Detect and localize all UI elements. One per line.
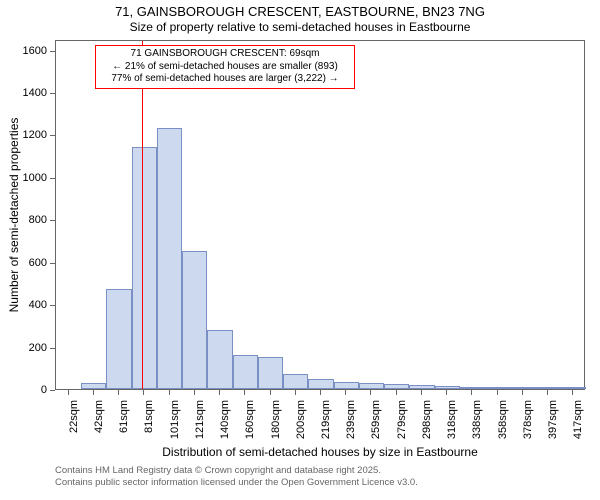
- x-tick-mark: [396, 390, 397, 395]
- attribution-line1: Contains HM Land Registry data © Crown c…: [55, 465, 418, 477]
- y-tick-mark: [50, 348, 55, 349]
- x-tick-label: 140sqm: [219, 400, 231, 450]
- x-tick-mark: [270, 390, 271, 395]
- y-tick-mark: [50, 178, 55, 179]
- x-tick-mark: [547, 390, 548, 395]
- y-tick-label: 0: [0, 384, 47, 396]
- chart-title-line2: Size of property relative to semi-detach…: [0, 20, 600, 34]
- y-tick-mark: [50, 390, 55, 391]
- histogram-bar: [81, 383, 106, 389]
- histogram-bar: [308, 379, 333, 389]
- x-tick-mark: [572, 390, 573, 395]
- y-tick-mark: [50, 305, 55, 306]
- histogram-bar: [207, 330, 232, 389]
- x-tick-mark: [219, 390, 220, 395]
- x-tick-label: 338sqm: [471, 400, 483, 450]
- histogram-bar: [106, 289, 131, 389]
- x-tick-mark: [320, 390, 321, 395]
- plot-area: [55, 40, 585, 390]
- y-tick-mark: [50, 263, 55, 264]
- x-tick-label: 22sqm: [68, 400, 80, 450]
- x-tick-mark: [471, 390, 472, 395]
- histogram-bar: [258, 357, 283, 389]
- x-tick-mark: [446, 390, 447, 395]
- histogram-bar: [435, 386, 460, 389]
- x-tick-mark: [68, 390, 69, 395]
- x-tick-label: 61sqm: [118, 400, 130, 450]
- annotation-box: 71 GAINSBOROUGH CRESCENT: 69sqm ← 21% of…: [95, 45, 355, 89]
- x-tick-label: 397sqm: [547, 400, 559, 450]
- x-tick-mark: [118, 390, 119, 395]
- x-tick-mark: [370, 390, 371, 395]
- x-tick-mark: [93, 390, 94, 395]
- x-tick-label: 259sqm: [370, 400, 382, 450]
- y-tick-label: 200: [0, 342, 47, 354]
- x-tick-label: 42sqm: [93, 400, 105, 450]
- x-tick-label: 318sqm: [446, 400, 458, 450]
- attribution-line2: Contains public sector information licen…: [55, 477, 418, 489]
- chart-title-line1: 71, GAINSBOROUGH CRESCENT, EASTBOURNE, B…: [0, 4, 600, 20]
- y-tick-label: 400: [0, 299, 47, 311]
- histogram-bar: [384, 384, 409, 389]
- annotation-line1: 71 GAINSBOROUGH CRESCENT: 69sqm: [100, 48, 350, 61]
- y-tick-label: 1200: [0, 129, 47, 141]
- x-tick-label: 101sqm: [169, 400, 181, 450]
- histogram-bar: [283, 374, 308, 389]
- y-tick-mark: [50, 51, 55, 52]
- x-tick-label: 81sqm: [143, 400, 155, 450]
- annotation-line2: ← 21% of semi-detached houses are smalle…: [100, 61, 350, 74]
- y-tick-mark: [50, 220, 55, 221]
- x-tick-label: 358sqm: [497, 400, 509, 450]
- y-tick-mark: [50, 93, 55, 94]
- x-tick-mark: [169, 390, 170, 395]
- x-tick-label: 219sqm: [320, 400, 332, 450]
- histogram-bar: [460, 387, 485, 389]
- histogram-bar: [536, 387, 561, 389]
- x-tick-label: 160sqm: [244, 400, 256, 450]
- y-tick-label: 1600: [0, 45, 47, 57]
- histogram-bar: [233, 355, 258, 389]
- x-tick-label: 200sqm: [295, 400, 307, 450]
- subject-marker-line: [142, 41, 143, 389]
- histogram-bar: [157, 128, 182, 389]
- x-tick-label: 279sqm: [396, 400, 408, 450]
- histogram-bar: [561, 387, 586, 389]
- histogram-bar: [334, 382, 359, 389]
- x-tick-mark: [194, 390, 195, 395]
- x-tick-label: 298sqm: [421, 400, 433, 450]
- x-tick-mark: [244, 390, 245, 395]
- x-tick-label: 121sqm: [194, 400, 206, 450]
- annotation-line3: 77% of semi-detached houses are larger (…: [100, 73, 350, 86]
- histogram-bar: [485, 387, 510, 389]
- histogram-bar: [510, 387, 535, 389]
- histogram-bar: [182, 251, 207, 389]
- histogram-chart: 71, GAINSBOROUGH CRESCENT, EASTBOURNE, B…: [0, 0, 600, 500]
- histogram-bar: [132, 147, 157, 389]
- x-tick-mark: [522, 390, 523, 395]
- x-tick-mark: [295, 390, 296, 395]
- histogram-bar: [409, 385, 434, 389]
- x-tick-mark: [143, 390, 144, 395]
- x-tick-label: 180sqm: [270, 400, 282, 450]
- y-tick-label: 1400: [0, 87, 47, 99]
- x-tick-label: 378sqm: [522, 400, 534, 450]
- x-tick-label: 239sqm: [345, 400, 357, 450]
- y-tick-mark: [50, 135, 55, 136]
- x-tick-mark: [497, 390, 498, 395]
- y-tick-label: 1000: [0, 172, 47, 184]
- x-tick-label: 417sqm: [572, 400, 584, 450]
- y-tick-label: 600: [0, 257, 47, 269]
- attribution-text: Contains HM Land Registry data © Crown c…: [55, 465, 418, 489]
- y-tick-label: 800: [0, 214, 47, 226]
- x-tick-mark: [345, 390, 346, 395]
- histogram-bar: [359, 383, 384, 389]
- x-tick-mark: [421, 390, 422, 395]
